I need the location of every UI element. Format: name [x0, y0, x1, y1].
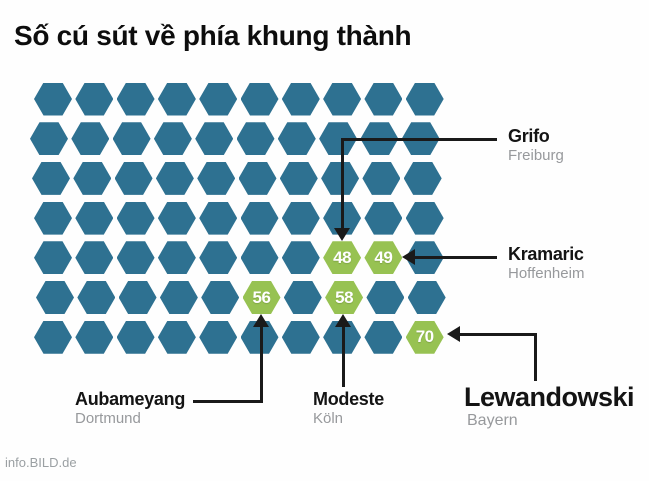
hexagon-unit	[157, 241, 196, 275]
grifo-connector-vertical	[341, 138, 344, 229]
hexagon-unit	[364, 320, 403, 354]
hexagon-unit	[405, 201, 444, 235]
hexagon-value: 70	[415, 327, 434, 347]
kramaric-connector-horizontal	[413, 256, 497, 259]
hexagon-unit	[321, 161, 360, 195]
hexagon-unit	[199, 320, 238, 354]
hexagon-unit	[34, 320, 72, 354]
hexagon-unit	[73, 161, 112, 195]
hexagon-highlight-48: 48	[323, 241, 362, 275]
hexagon-unit	[30, 122, 68, 156]
hexagon-unit	[199, 201, 238, 235]
hexagon-unit	[116, 201, 155, 235]
source-credit: info.BILD.de	[5, 455, 77, 470]
hexagon-unit	[281, 241, 320, 275]
hexagon-unit	[75, 320, 114, 354]
hexagon-unit	[34, 82, 72, 116]
player-team-grifo: Freiburg	[508, 147, 564, 164]
hexagon-unit	[34, 241, 72, 275]
aubameyang-connector-horizontal	[193, 400, 263, 403]
player-name-aubameyang: Aubameyang	[75, 389, 186, 409]
hexagon-unit	[364, 82, 403, 116]
hexagon-unit	[75, 82, 114, 116]
hexagon-unit	[153, 122, 192, 156]
hexagon-highlight-70: 70	[405, 320, 444, 354]
hexagon-unit	[157, 320, 196, 354]
kramaric-arrow-left-icon	[402, 249, 415, 265]
hexagon-unit	[364, 201, 403, 235]
lewandowski-arrow-left-icon	[447, 326, 460, 342]
hexagon-unit	[157, 201, 196, 235]
hexagon-unit	[362, 161, 401, 195]
hexagon-unit	[36, 281, 74, 314]
hexagon-unit	[155, 161, 194, 195]
hexagon-unit	[281, 82, 320, 116]
hexagon-value: 49	[374, 247, 393, 267]
aubameyang-arrow-up-icon	[253, 314, 269, 327]
modeste-arrow-up-icon	[335, 314, 351, 327]
hexagon-unit	[405, 82, 444, 116]
hexagon-unit	[238, 161, 277, 195]
player-name-kramaric: Kramaric	[508, 244, 584, 264]
hexagon-highlight-49: 49	[364, 241, 403, 275]
label-kramaric: Kramaric Hoffenheim	[508, 244, 584, 283]
hexagon-unit	[118, 281, 157, 314]
hexagon-unit	[116, 82, 155, 116]
hexagon-unit	[323, 82, 362, 116]
hexagon-unit	[407, 281, 446, 314]
hexagon-unit	[283, 281, 322, 314]
hexagon-unit	[277, 122, 316, 156]
hexagon-unit	[236, 122, 275, 156]
hexagon-unit	[116, 241, 155, 275]
hexagon-highlight-56: 56	[242, 281, 281, 314]
lewandowski-connector-horizontal	[458, 333, 537, 336]
hexagon-unit	[112, 122, 151, 156]
player-name-grifo: Grifo	[508, 126, 550, 146]
hexagon-unit	[114, 161, 153, 195]
player-team-lewandowski: Bayern	[467, 412, 518, 429]
hexagon-value: 58	[335, 287, 354, 307]
hexagon-value: 56	[252, 287, 271, 307]
modeste-connector-vertical	[342, 326, 345, 387]
player-name-lewandowski: Lewandowski	[464, 382, 635, 412]
hexagon-unit	[75, 241, 114, 275]
player-team-modeste: Köln	[313, 410, 344, 427]
hexagon-unit	[240, 241, 279, 275]
hexagon-unit	[116, 320, 155, 354]
player-team-kramaric: Hoffenheim	[508, 265, 585, 282]
hexagon-unit	[77, 281, 116, 314]
hexagon-unit	[75, 201, 114, 235]
grifo-connector-horizontal	[341, 138, 497, 141]
label-aubameyang: Aubameyang Dortmund	[75, 389, 185, 428]
hexagon-unit	[201, 281, 240, 314]
hexagon-unit	[403, 161, 442, 195]
lewandowski-connector-vertical	[534, 333, 537, 381]
hexagon-unit	[195, 122, 234, 156]
hexagon-unit	[281, 320, 320, 354]
hexagon-unit	[281, 201, 320, 235]
hexagon-unit	[34, 201, 72, 235]
aubameyang-connector-vertical	[260, 326, 263, 403]
hexagon-unit	[159, 281, 198, 314]
hexagon-highlight-58: 58	[325, 281, 364, 314]
label-lewandowski: Lewandowski Bayern	[464, 382, 635, 430]
hexagon-unit	[157, 82, 196, 116]
grifo-arrow-down-icon	[334, 228, 350, 241]
player-team-aubameyang: Dortmund	[75, 410, 141, 427]
hexagon-value: 48	[333, 247, 352, 267]
label-grifo: Grifo Freiburg	[508, 126, 564, 165]
hexagon-unit	[240, 201, 279, 235]
hexagon-unit	[32, 161, 70, 195]
page-title: Số cú sút về phía khung thành	[14, 20, 412, 51]
hexagon-unit	[279, 161, 318, 195]
label-modeste: Modeste Köln	[313, 389, 384, 428]
hexagon-unit	[199, 241, 238, 275]
hexagon-unit	[366, 281, 405, 314]
hexagon-unit	[199, 82, 238, 116]
hexagon-unit	[197, 161, 236, 195]
hexagon-unit	[240, 82, 279, 116]
hexagon-unit	[71, 122, 110, 156]
player-name-modeste: Modeste	[313, 389, 384, 409]
